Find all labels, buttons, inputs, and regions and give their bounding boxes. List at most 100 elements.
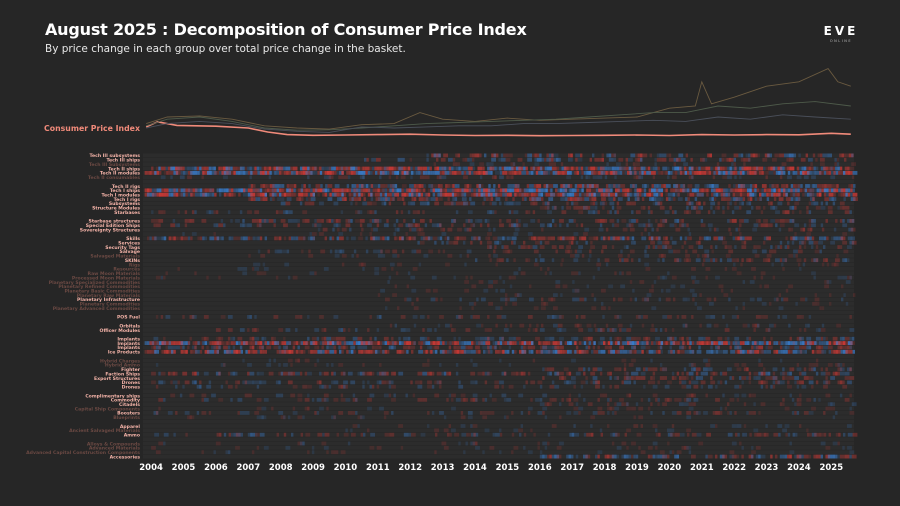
heatmap-cell xyxy=(644,227,647,232)
heatmap-cell xyxy=(742,280,745,284)
heatmap-cell xyxy=(317,349,323,354)
heatmap-cell xyxy=(787,349,791,354)
heatmap-cell xyxy=(182,345,185,350)
heatmap-cell xyxy=(463,236,467,241)
heatmap-cell xyxy=(223,341,227,346)
heatmap-cell xyxy=(357,210,363,215)
heatmap-cell xyxy=(391,336,394,341)
heatmap-cell xyxy=(290,371,293,376)
heatmap-cell xyxy=(725,341,728,346)
heatmap-cell xyxy=(322,227,328,232)
heatmap-cell xyxy=(835,432,841,437)
heatmap-cell xyxy=(605,262,609,267)
heatmap-cell xyxy=(215,328,221,332)
heatmap-cell xyxy=(803,175,809,180)
heatmap-cell xyxy=(187,218,192,223)
heatmap-cell xyxy=(805,184,810,188)
heatmap-cell xyxy=(751,341,757,346)
heatmap-cell xyxy=(279,170,282,175)
heatmap-cell xyxy=(720,236,726,241)
heatmap-cell xyxy=(543,341,548,346)
heatmap-cell xyxy=(675,184,681,188)
heatmap-cell xyxy=(190,349,193,354)
heatmap-cell xyxy=(602,201,608,206)
heatmap-cell xyxy=(687,297,690,302)
heatmap-cell xyxy=(611,153,616,158)
heatmap-cell xyxy=(682,297,688,302)
heatmap-cell xyxy=(679,380,682,385)
heatmap-cell xyxy=(722,240,727,245)
heatmap-cell xyxy=(739,349,745,354)
heatmap-cell xyxy=(477,371,483,376)
heatmap-cell xyxy=(250,170,253,175)
heatmap-cell xyxy=(151,188,157,193)
heatmap-cell xyxy=(382,349,385,354)
heatmap-cell xyxy=(656,157,660,162)
logo-sub-text: ONLINE xyxy=(830,39,852,43)
heatmap-cell xyxy=(256,223,262,228)
heatmap-cell xyxy=(785,188,791,193)
heatmap-cell xyxy=(499,258,504,263)
heatmap-cell xyxy=(827,210,833,215)
heatmap-cell xyxy=(766,349,771,354)
heatmap-cell xyxy=(821,323,825,328)
heatmap-cell xyxy=(844,258,850,263)
heatmap-cell xyxy=(291,170,294,175)
heatmap-cell xyxy=(165,314,171,319)
heatmap-cell xyxy=(163,432,169,437)
heatmap-cell xyxy=(538,197,544,201)
heatmap-cell xyxy=(367,223,372,228)
heatmap-cell xyxy=(757,323,760,328)
heatmap-cell xyxy=(614,410,617,415)
heatmap-cell xyxy=(711,349,714,354)
heatmap-cell xyxy=(590,210,596,215)
heatmap-cell xyxy=(532,358,536,363)
heatmap-cell xyxy=(815,258,819,263)
heatmap-cell xyxy=(485,197,489,201)
heatmap-cell xyxy=(635,210,641,215)
heatmap-cell xyxy=(418,262,422,267)
heatmap-cell xyxy=(254,380,260,385)
heatmap-cell xyxy=(288,188,294,193)
heatmap-cell xyxy=(695,258,701,263)
heatmap-cell xyxy=(309,271,315,276)
heatmap-cell xyxy=(767,371,771,376)
heatmap-cell xyxy=(192,341,198,346)
heatmap-cell xyxy=(321,345,324,350)
heatmap-cell xyxy=(589,249,592,254)
heatmap-cell xyxy=(292,218,298,223)
heatmap-cell xyxy=(538,349,543,354)
heatmap-cell xyxy=(423,184,426,188)
heatmap-cell xyxy=(298,197,304,201)
heatmap-cell xyxy=(562,170,567,175)
heatmap-cell xyxy=(853,293,856,298)
heatmap-cell xyxy=(226,192,229,197)
heatmap-cell xyxy=(623,371,629,376)
heatmap-cell xyxy=(835,236,839,241)
heatmap-cell xyxy=(235,349,239,354)
heatmap-cell xyxy=(721,157,724,162)
heatmap-cell xyxy=(423,170,426,175)
heatmap-cell xyxy=(849,240,855,245)
heatmap-cell xyxy=(350,201,353,206)
heatmap-cell xyxy=(799,341,805,346)
heatmap-cell xyxy=(155,166,159,171)
heatmap-cell xyxy=(811,432,817,437)
heatmap-cell xyxy=(367,349,373,354)
heatmap-cell xyxy=(247,236,251,241)
heatmap-cell xyxy=(767,201,773,206)
heatmap-cell xyxy=(250,184,254,188)
heatmap-cell xyxy=(748,376,751,380)
heatmap-cell xyxy=(203,336,209,341)
heatmap-cell xyxy=(384,170,387,175)
heatmap-cell xyxy=(252,349,258,354)
heatmap-cell xyxy=(459,236,464,241)
heatmap-cell xyxy=(329,192,332,197)
heatmap-cell xyxy=(394,184,398,188)
heatmap-cell xyxy=(685,197,688,201)
heatmap-cell xyxy=(665,188,668,193)
heatmap-cell xyxy=(773,197,777,201)
heatmap-cell xyxy=(372,170,375,175)
heatmap-cell xyxy=(321,384,327,389)
heatmap-cell xyxy=(206,210,212,215)
